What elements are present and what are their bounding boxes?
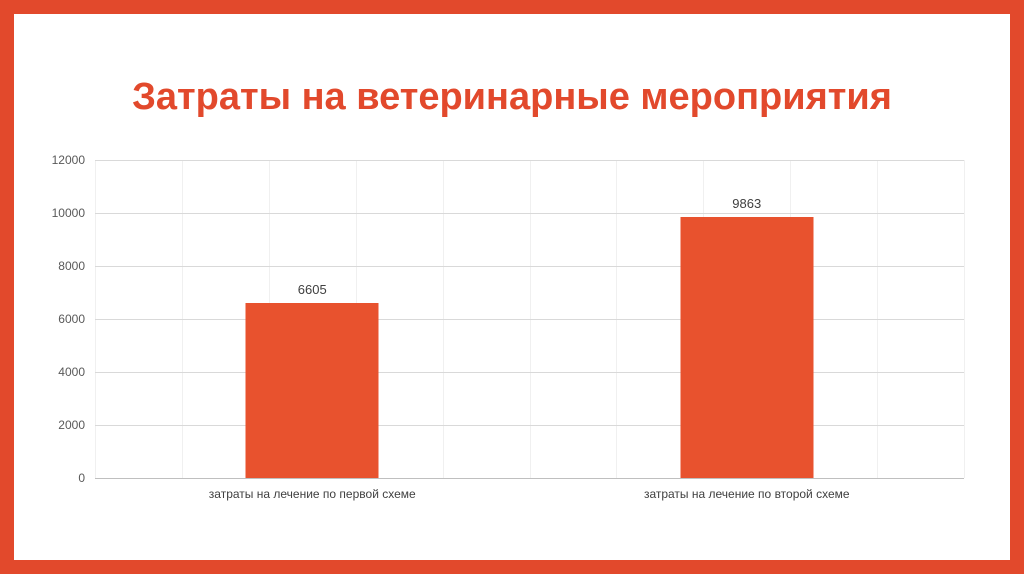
h-gridline [95, 266, 964, 267]
y-tick-label: 6000 [58, 312, 85, 326]
category-axis: затраты на лечение по первой схеме затрат… [95, 487, 964, 507]
y-tick-label: 12000 [51, 153, 85, 167]
bar-value-label: 6605 [297, 281, 327, 297]
h-gridline [95, 319, 964, 320]
y-tick-label: 4000 [58, 365, 85, 379]
y-tick-label: 2000 [58, 418, 85, 432]
bar-value-label: 9863 [732, 195, 762, 211]
category-label: затраты на лечение по второй схеме [643, 487, 850, 501]
bar: 9863 [680, 196, 814, 478]
y-tick-label: 8000 [58, 259, 85, 273]
y-tick-label: 10000 [51, 206, 85, 220]
y-tick-label: 0 [78, 471, 85, 485]
v-gridline [964, 160, 965, 478]
bar-chart: 0 2000 4000 6000 8000 10000 12000 6605 9863 затр… [52, 153, 965, 501]
h-gridline [95, 478, 964, 479]
plot-area: 0 2000 4000 6000 8000 10000 12000 6605 9863 [52, 153, 965, 485]
slide-title: Затраты на ветеринарные мероприятия [132, 76, 892, 118]
bar: 6605 [245, 282, 379, 478]
h-gridline [95, 372, 964, 373]
slide: Затраты на ветеринарные мероприятия 0 200… [14, 14, 1010, 560]
category-label: затраты на лечение по первой схеме [208, 487, 416, 501]
h-gridline [95, 160, 964, 161]
h-gridline [95, 425, 964, 426]
h-gridline [95, 213, 964, 214]
